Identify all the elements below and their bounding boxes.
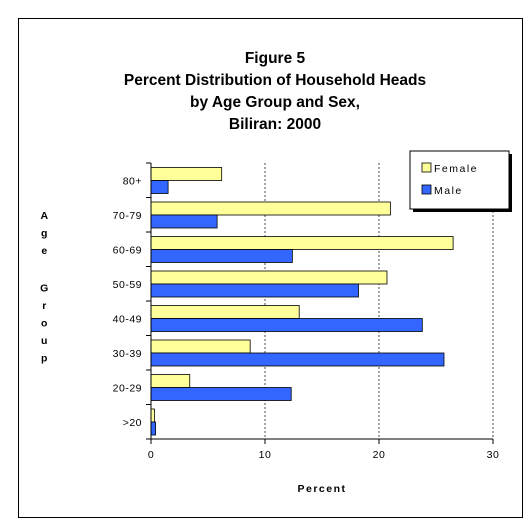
category-label: 80+ [123,175,142,187]
title-line-2: Percent Distribution of Household Heads [124,72,426,89]
bar-male-0 [150,180,169,194]
bar-female-2 [150,236,454,250]
bar-female-4 [150,305,300,319]
bar-male-6 [150,387,292,401]
x-tick-label: 0 [148,449,154,461]
bar-female-0 [150,167,223,181]
category-label: 40-49 [113,313,142,325]
title-line-3: by Age Group and Sex, [190,94,360,111]
legend-label-female: Female [434,163,478,175]
bar-female-7 [150,408,155,423]
chart-title: Figure 5 Percent Distribution of Househol… [124,50,426,133]
legend-swatch-female [421,162,432,173]
legend-swatch-male [421,184,432,195]
category-label: 60-69 [113,244,142,256]
x-tick-label: 20 [373,449,386,461]
bar-female-3 [150,270,388,285]
bar-male-3 [150,283,359,298]
bar-male-2 [150,249,293,263]
bar-male-4 [150,318,423,332]
bars [150,167,454,436]
bar-male-1 [150,214,218,229]
category-label: 70-79 [113,210,142,222]
title-line-1: Figure 5 [245,50,306,67]
category-label: >20 [123,417,142,429]
axes [146,162,494,444]
x-axis-title: Percent [297,483,346,495]
x-tick-label: 10 [259,449,272,461]
legend-box [409,150,510,210]
bar-female-1 [150,201,391,216]
bar-male-5 [150,352,445,367]
x-tick-label: 30 [487,449,500,461]
category-label: 20-29 [113,382,142,394]
category-label: 50-59 [113,279,142,291]
tick-labels: 80+ 70-79 60-69 50-59 40-49 30-39 20-29 >20 0 10 2… [113,175,500,461]
title-line-4: Biliran: 2000 [229,116,321,133]
legend: Female Male [409,150,512,212]
bar-male-7 [150,421,156,436]
category-label: 30-39 [113,348,142,360]
chart-svg: Figure 5 Percent Distribution of Househol… [40,50,512,495]
chart-frame: Figure 5 Percent Distribution of Househol… [18,18,523,518]
bar-female-5 [150,339,251,354]
bar-female-6 [150,374,191,388]
legend-label-male: Male [434,185,463,197]
